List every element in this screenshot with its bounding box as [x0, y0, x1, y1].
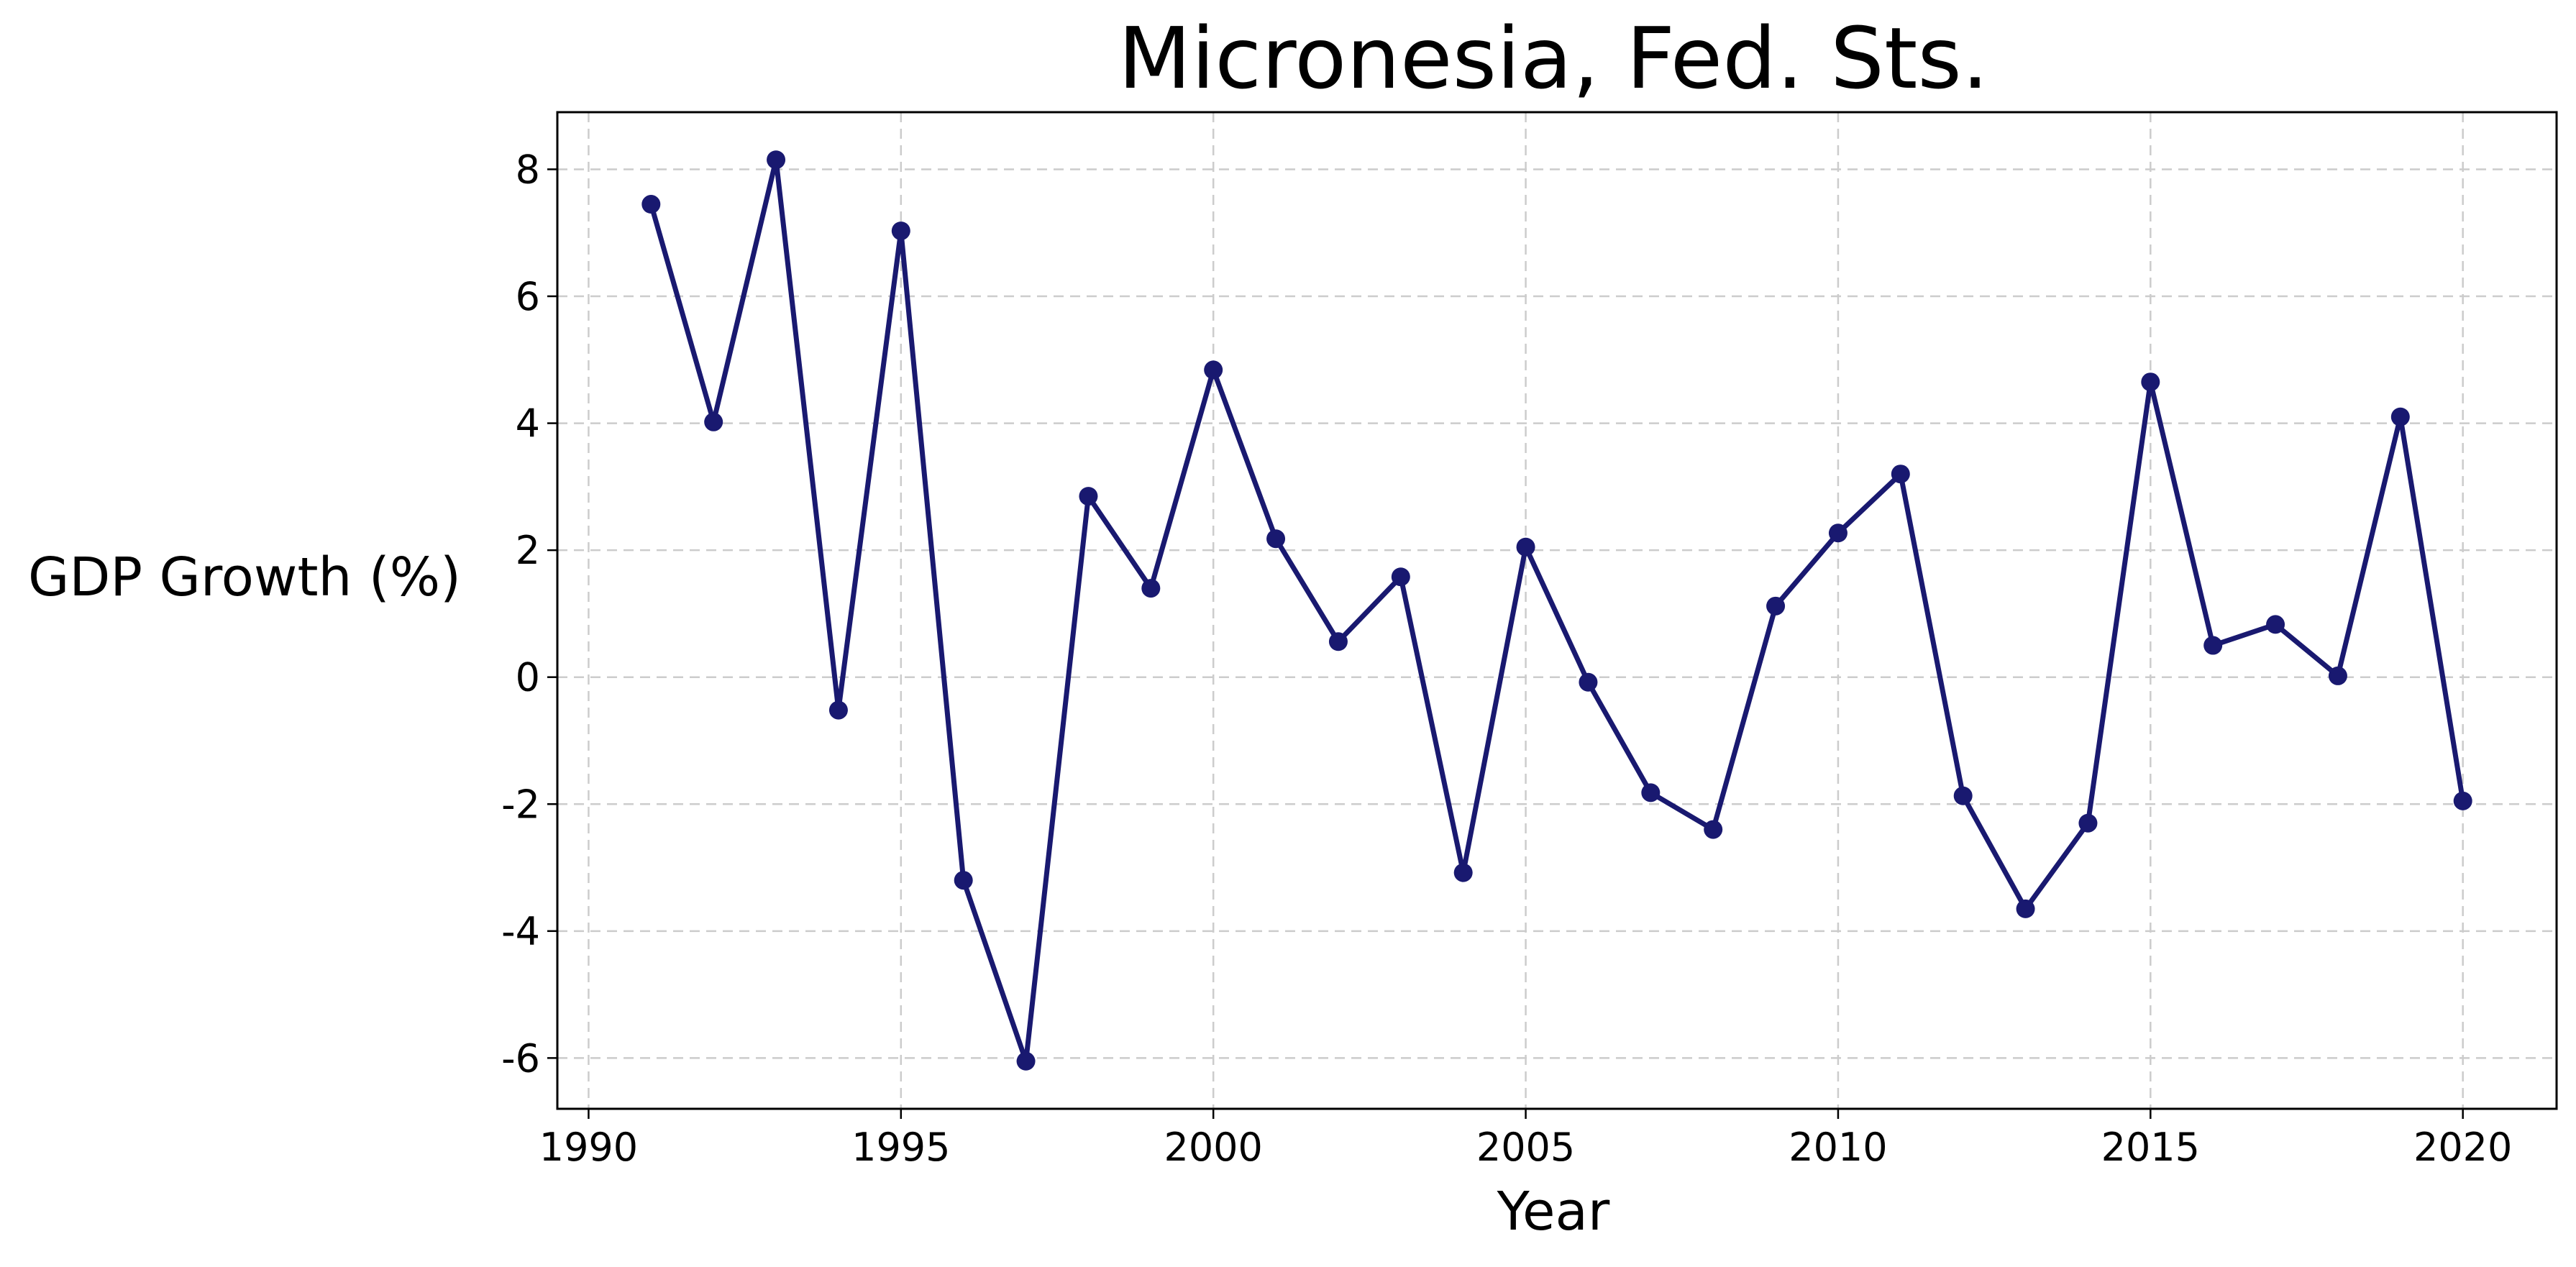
y-tick-label: 8: [516, 147, 540, 192]
x-tick-label: 2015: [2101, 1125, 2200, 1170]
x-tick-label: 1995: [851, 1125, 950, 1170]
plot-frame: [556, 111, 2558, 1110]
data-point: [1704, 820, 1723, 839]
y-tick-label: -4: [501, 909, 540, 954]
series-group: [641, 150, 2472, 1071]
data-point: [1079, 487, 1098, 506]
data-point: [1828, 523, 1847, 543]
data-point: [2016, 899, 2035, 918]
y-tick-label: -2: [501, 782, 540, 827]
y-axis: -6 -4 -2 0 2 4 6 8: [501, 147, 557, 1081]
data-point: [704, 412, 723, 431]
data-point: [2141, 372, 2160, 392]
x-tick-label: 2010: [1789, 1125, 1887, 1170]
data-point: [1641, 783, 1661, 802]
data-point: [2328, 666, 2347, 685]
data-point: [2453, 791, 2472, 810]
y-tick-label: 4: [516, 401, 540, 447]
data-point: [1891, 465, 1910, 484]
data-point: [2203, 636, 2223, 655]
data-point: [641, 195, 661, 214]
y-tick-label: 6: [516, 274, 540, 319]
data-point: [954, 871, 973, 890]
data-point: [1266, 529, 1286, 549]
data-point: [891, 221, 910, 241]
data-point: [1579, 672, 1598, 692]
y-tick-label: 0: [516, 655, 540, 700]
data-point: [767, 150, 786, 170]
y-axis-label: GDP Growth (%): [28, 546, 461, 608]
data-point: [1953, 786, 1973, 805]
x-axis: 1990 1995 2000 2005 2010 2015 2020: [539, 1109, 2512, 1170]
data-point: [1391, 567, 1410, 587]
x-axis-label: Year: [1497, 1181, 1610, 1243]
x-tick-label: 2020: [2413, 1125, 2512, 1170]
y-tick-label: -6: [501, 1035, 540, 1081]
data-point: [1204, 360, 1223, 380]
x-tick-label: 2000: [1164, 1125, 1262, 1170]
data-point: [2390, 407, 2410, 426]
data-point: [1516, 537, 1535, 557]
data-point: [1016, 1051, 1036, 1071]
x-tick-label: 2005: [1476, 1125, 1575, 1170]
y-tick-label: 2: [516, 528, 540, 573]
data-point: [2078, 813, 2098, 833]
data-point: [828, 700, 848, 720]
x-tick-label: 1990: [539, 1125, 638, 1170]
chart-title: Micronesia, Fed. Sts.: [1118, 9, 1989, 108]
data-point: [1141, 579, 1161, 598]
data-point: [2266, 615, 2285, 634]
data-point: [1328, 632, 1348, 651]
data-point: [1766, 596, 1786, 616]
data-point: [1453, 863, 1473, 882]
series-line: [648, 157, 2466, 1064]
